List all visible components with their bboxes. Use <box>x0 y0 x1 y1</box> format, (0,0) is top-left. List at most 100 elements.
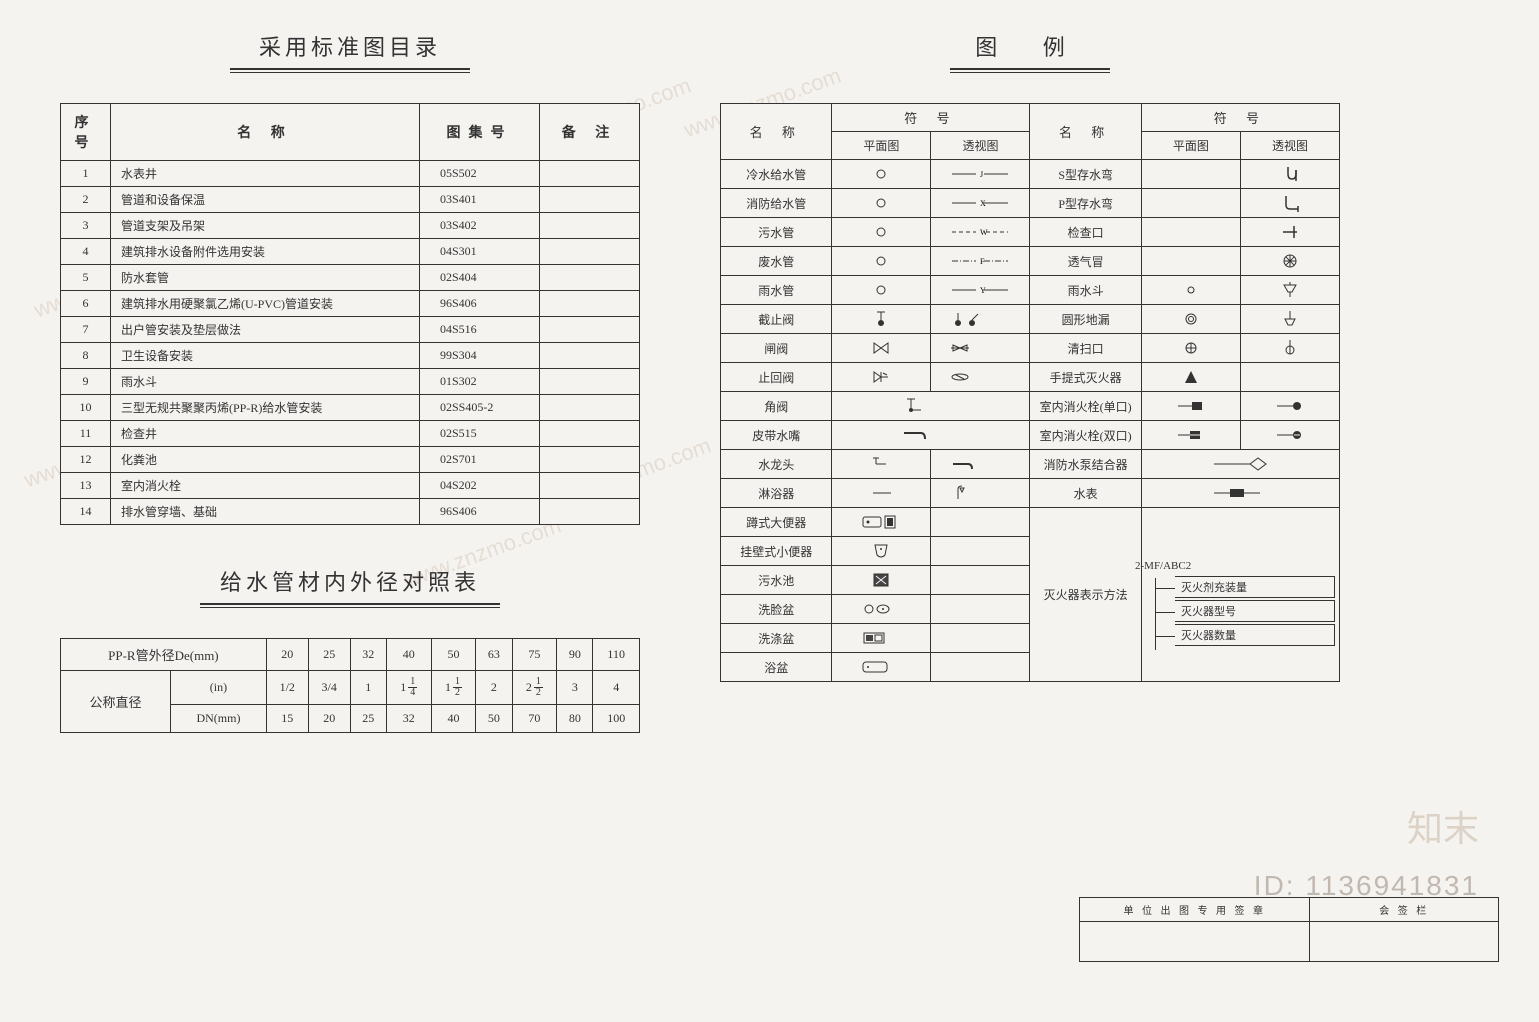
legend-sym-persp <box>931 479 1030 508</box>
std-code: 02S404 <box>420 265 540 291</box>
faucet-plan-icon <box>871 454 891 474</box>
std-remark <box>540 291 640 317</box>
circle-icon <box>871 251 891 271</box>
std-name: 化粪池 <box>111 447 420 473</box>
urinal-icon <box>871 541 891 561</box>
legend-hdr-sym: 符 号 <box>1141 104 1339 132</box>
legend-sym-plan <box>832 218 931 247</box>
ext-label-2: 灭火器型号 <box>1175 600 1335 622</box>
legend-sym-plan <box>832 189 931 218</box>
dia-cell: 3 <box>557 671 593 705</box>
legend-hdr-plan: 平面图 <box>832 132 931 160</box>
std-remark <box>540 395 640 421</box>
table-row: 9 雨水斗 01S302 <box>61 369 640 395</box>
dia-cell: 2 <box>476 671 512 705</box>
std-no: 5 <box>61 265 111 291</box>
hose-bib-icon <box>901 425 961 445</box>
legend-sym-persp <box>931 189 1030 218</box>
legend-name: 消防给水管 <box>721 189 832 218</box>
dia-cell: 50 <box>476 705 512 733</box>
legend-sym-persp <box>931 160 1030 189</box>
angle-valve-icon <box>901 396 961 416</box>
legend-sym-plan <box>832 276 931 305</box>
legend-sym-plan <box>832 566 931 595</box>
legend-sym-persp <box>1240 334 1339 363</box>
std-name: 室内消火栓 <box>111 473 420 499</box>
legend-sym-persp <box>931 508 1030 537</box>
dia-cell: 1/2 <box>266 671 308 705</box>
dia-cell: 20 <box>266 639 308 671</box>
legend-sym-plan <box>1141 305 1240 334</box>
std-no: 4 <box>61 239 111 265</box>
std-code: 96S406 <box>420 291 540 317</box>
siamese-icon <box>1210 454 1270 474</box>
legend-sym-persp <box>1240 189 1339 218</box>
std-code: 96S406 <box>420 499 540 525</box>
title-underline <box>200 603 500 608</box>
legend-sym-persp <box>931 363 1030 392</box>
legend-sym-persp <box>931 566 1030 595</box>
triangle-icon <box>1181 367 1201 387</box>
sink-x-icon <box>871 570 891 590</box>
legend-name: 冷水给水管 <box>721 160 832 189</box>
std-name: 水表井 <box>111 161 420 187</box>
std-name: 建筑排水用硬聚氯乙烯(U-PVC)管道安装 <box>111 291 420 317</box>
legend-sym-plan <box>832 624 931 653</box>
std-remark <box>540 213 640 239</box>
std-no: 2 <box>61 187 111 213</box>
table-row: 11 检查井 02S515 <box>61 421 640 447</box>
legend-sym-persp <box>1240 276 1339 305</box>
legend-name: 淋浴器 <box>721 479 832 508</box>
std-no: 7 <box>61 317 111 343</box>
std-code: 01S302 <box>420 369 540 395</box>
legend-name: 室内消火栓(单口) <box>1030 392 1141 421</box>
hydrant-2-persp-icon <box>1275 425 1305 445</box>
col-code: 图集号 <box>420 104 540 161</box>
legend-sym-persp <box>931 450 1030 479</box>
std-no: 9 <box>61 369 111 395</box>
legend-sym-plan <box>832 653 931 682</box>
dia-cell: 70 <box>512 705 557 733</box>
dia-cell: 15 <box>266 705 308 733</box>
legend-name: 清扫口 <box>1030 334 1141 363</box>
legend-name: 洗涤盆 <box>721 624 832 653</box>
circle-icon <box>871 280 891 300</box>
std-name: 防水套管 <box>111 265 420 291</box>
legend-hdr-persp: 透视图 <box>931 132 1030 160</box>
rain-hopper-icon <box>1280 280 1300 300</box>
dia-cell: 114 <box>386 671 431 705</box>
legend-hdr-sym: 符 号 <box>832 104 1030 132</box>
std-code: 05S502 <box>420 161 540 187</box>
std-no: 10 <box>61 395 111 421</box>
line-y-icon <box>950 280 1010 300</box>
std-name: 三型无规共聚聚丙烯(PP-R)给水管安装 <box>111 395 420 421</box>
cleanout-t-icon <box>1280 222 1300 242</box>
legend-hdr-plan: 平面图 <box>1141 132 1240 160</box>
check-persp-icon <box>950 367 1010 387</box>
legend-sym-persp <box>931 595 1030 624</box>
legend-hdr-name: 名 称 <box>721 104 832 160</box>
strap-icon <box>1280 164 1300 184</box>
dia-cell: 25 <box>350 705 386 733</box>
double-circle-icon <box>1181 309 1201 329</box>
legend-name: S型存水弯 <box>1030 160 1141 189</box>
legend-row: 截止阀 圆形地漏 <box>721 305 1340 334</box>
title-underline <box>950 68 1110 73</box>
bowtie-icon <box>871 338 891 358</box>
floor-drain-p-icon <box>1280 309 1300 329</box>
dia-cell: 50 <box>431 639 476 671</box>
std-code: 02S701 <box>420 447 540 473</box>
shower-plan-icon <box>871 483 891 503</box>
hydrant-1-plan-icon <box>1176 396 1206 416</box>
std-remark <box>540 187 640 213</box>
std-code: 02S515 <box>420 421 540 447</box>
dia-cell: 75 <box>512 639 557 671</box>
legend-sym-persp <box>931 334 1030 363</box>
diameter-table: PP-R管外径De(mm) 20 25 32 40 50 63 75 90 11… <box>60 638 640 733</box>
std-code: 03S402 <box>420 213 540 239</box>
std-code: 03S401 <box>420 187 540 213</box>
table-row: 8 卫生设备安装 99S304 <box>61 343 640 369</box>
hydrant-1-persp-icon <box>1275 396 1305 416</box>
legend-name: 浴盆 <box>721 653 832 682</box>
legend-sym <box>832 392 1030 421</box>
